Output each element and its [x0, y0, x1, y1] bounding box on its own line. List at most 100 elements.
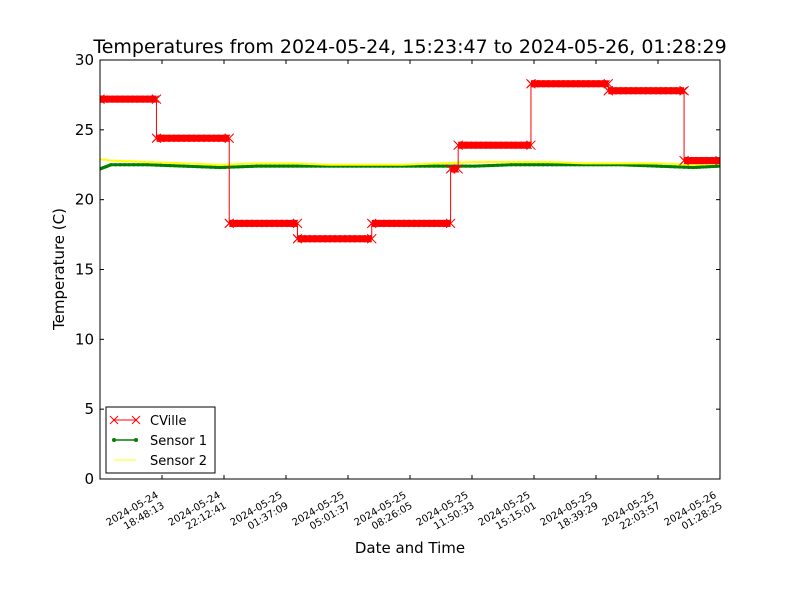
sensor-1-point: [145, 163, 149, 167]
cville-point: [445, 164, 456, 174]
sensor-1-point: [632, 163, 636, 167]
legend-marker: [131, 415, 141, 425]
sensor-1-point: [650, 164, 654, 168]
sensor-1-point: [141, 163, 145, 167]
sensor-1-point: [154, 163, 159, 167]
sensor-1-point: [708, 165, 712, 169]
cville-point: [453, 164, 464, 174]
cville-point: [715, 155, 720, 166]
sensor-1-point: [527, 163, 532, 167]
sensor-1-point: [546, 163, 550, 167]
cville-point: [679, 155, 689, 166]
sensor-1-point: [218, 165, 222, 170]
legend-label: Sensor 2: [150, 454, 207, 469]
sensor-1-point: [286, 164, 290, 168]
sensor-1-point: [168, 164, 172, 168]
sensor-1-point: [473, 164, 477, 168]
sensor-1-point: [223, 165, 227, 169]
cville-point: [603, 85, 614, 96]
sensor-1-point: [282, 164, 286, 168]
sensor-1-point: [159, 163, 163, 167]
cville-point: [602, 79, 610, 88]
cville-point: [292, 218, 303, 229]
sensor-1-point: [177, 164, 181, 168]
legend-marker: [112, 438, 116, 442]
legend: CVille Sensor 1 Sensor 2: [105, 406, 216, 474]
cville-point: [151, 133, 162, 144]
sensor-1-point: [495, 163, 500, 167]
cville-point: [366, 218, 377, 229]
cville-point: [679, 85, 689, 96]
sensor-1-point: [541, 163, 545, 167]
sensor-1-point: [418, 164, 422, 168]
sensor-1-point: [673, 165, 677, 169]
chart-title: Temperatures from 2024-05-24, 15:23:47 t…: [92, 36, 726, 58]
sensor-1-point: [559, 163, 563, 167]
sensor-1-point: [245, 164, 250, 169]
cville-point: [151, 95, 159, 103]
sensor-1-point: [268, 164, 272, 168]
legend-marker: [109, 415, 119, 425]
sensor-1-point: [436, 164, 441, 168]
legend-label: CVille: [150, 414, 187, 429]
legend-label: Sensor 1: [150, 434, 207, 449]
sensor-1-point: [687, 165, 691, 169]
sensor-1-point: [715, 164, 719, 168]
sensor-1-point: [441, 164, 445, 168]
sensor-1-point: [309, 164, 313, 168]
sensor-1-point: [150, 163, 154, 167]
sensor-1-point: [491, 163, 495, 168]
sensor-1-point: [468, 164, 472, 168]
sensor-1-point: [704, 165, 709, 169]
sensor-1-point: [694, 165, 699, 169]
y-tick-label: 10: [75, 330, 94, 348]
sensor-1-point: [518, 163, 522, 167]
sensor-1-point: [655, 164, 659, 168]
sensor-1-point: [509, 163, 513, 167]
cville-step-band: [458, 141, 531, 149]
cville-point: [603, 78, 614, 89]
cville-point: [453, 140, 464, 151]
cville-point: [290, 219, 299, 228]
cville-point: [524, 141, 533, 150]
cville-point: [526, 78, 536, 89]
sensor-1-point: [273, 164, 277, 168]
sensor-1-point: [636, 163, 641, 168]
cville-step-band: [100, 95, 157, 103]
sensor-1-point: [109, 163, 113, 167]
sensor-1-point: [200, 165, 204, 169]
sensor-1-point: [414, 164, 418, 168]
sensor-1-point: [250, 164, 254, 168]
series-sensor-2: [100, 158, 720, 166]
cville-step-band: [229, 219, 298, 227]
cville-point: [445, 218, 456, 229]
sensor-1-point: [173, 164, 177, 168]
cville-point: [224, 218, 235, 229]
sensor-1-point: [691, 165, 695, 170]
sensor-1-point: [259, 164, 263, 168]
sensor-1-point: [646, 164, 650, 168]
sensor-1-point: [477, 164, 481, 168]
sensor-1-point: [236, 165, 240, 169]
sensor-1-point: [123, 163, 127, 167]
cville-point: [224, 133, 235, 144]
sensor-1-point: [264, 164, 268, 168]
sensor-1-point: [254, 164, 259, 168]
sensor-1-point: [127, 163, 131, 167]
cville-point: [526, 140, 536, 151]
sensor-1-point: [195, 165, 200, 169]
sensor-1-point: [711, 164, 715, 169]
sensor-1-point: [191, 164, 195, 169]
y-axis-label: Temperature (C): [50, 208, 68, 331]
sensor-1-point: [482, 164, 486, 168]
legend-marker: [134, 438, 138, 442]
sensor-1-point: [668, 165, 673, 169]
series-layer: [100, 78, 720, 244]
sensor-1-point: [213, 165, 218, 169]
sensor-1-point: [641, 164, 645, 168]
cville-point: [222, 134, 231, 143]
sensor-1-point: [277, 164, 281, 168]
y-tick-label: 30: [75, 51, 94, 69]
legend-entry: Sensor 1: [112, 434, 207, 449]
